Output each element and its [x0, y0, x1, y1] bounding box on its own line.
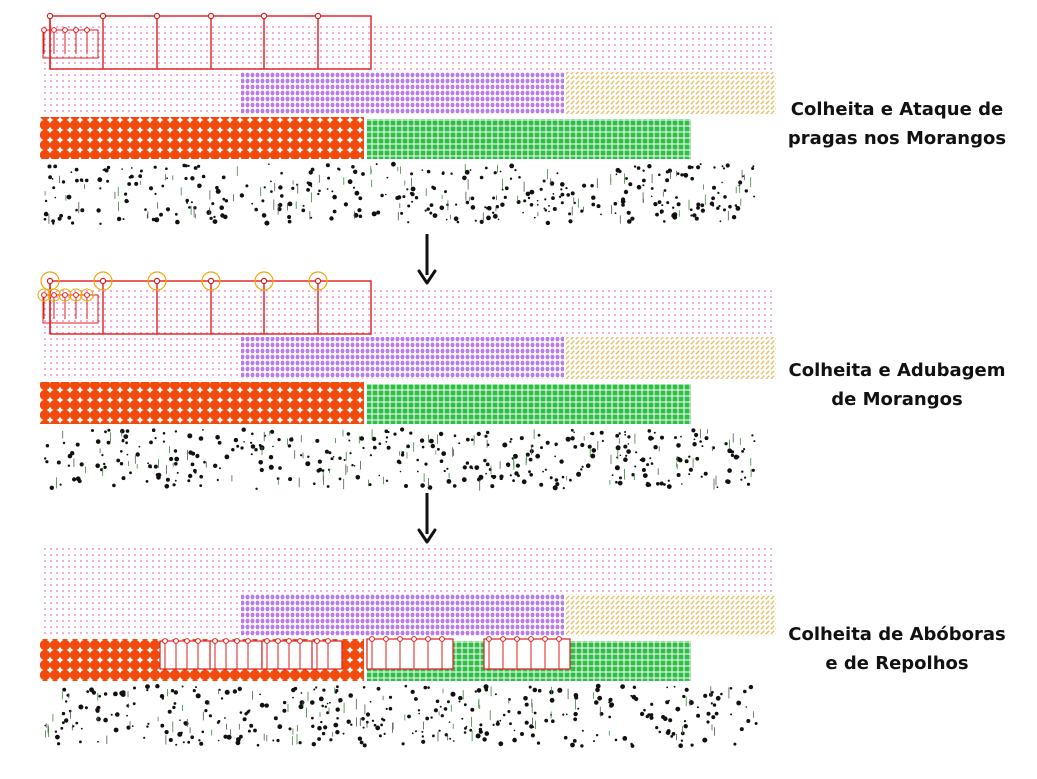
harvester-icon	[483, 636, 571, 670]
stage-label-3: Colheita de Abóboras e de Repolhos	[777, 620, 1017, 678]
soil-row	[44, 683, 758, 748]
pest-circle-icon	[308, 271, 328, 291]
pest-circle-icon	[201, 271, 221, 291]
lavender-field	[241, 594, 564, 636]
lavender-field	[241, 337, 564, 379]
soil-row	[44, 427, 756, 491]
wheat-field	[566, 337, 776, 379]
cabbage-field	[367, 384, 691, 424]
harvester-icon	[209, 638, 263, 670]
stage-3	[40, 547, 776, 748]
stage-label-1-line1: Colheita e Ataque de	[790, 99, 1004, 120]
cabbage-field	[367, 119, 691, 159]
stage-2	[37, 271, 776, 491]
stage-label-1: Colheita e Ataque de pragas nos Morangos	[777, 95, 1017, 153]
wheat-field	[566, 72, 776, 114]
strawberry-field-mid	[43, 335, 241, 379]
pumpkin-field	[40, 382, 364, 424]
strawberry-field-top	[43, 547, 775, 592]
lavender-field	[241, 72, 564, 114]
stage-label-2-line2: de Morangos	[831, 389, 963, 410]
harvester-icon	[261, 638, 315, 670]
harvester-icon	[37, 271, 372, 335]
stage-1	[40, 12, 776, 226]
stage-label-1-line2: pragas nos Morangos	[787, 128, 1007, 149]
harvester-icon	[366, 636, 454, 670]
arrow-down-icon	[417, 493, 437, 544]
strawberry-field-mid	[43, 70, 241, 114]
stage-label-2-line1: Colheita e Adubagem	[788, 360, 1006, 381]
strawberry-field-top	[43, 25, 775, 70]
harvester-icon	[41, 12, 372, 70]
harvester-icon	[311, 638, 343, 670]
pest-circle-icon	[93, 271, 113, 291]
pest-circle-icon	[147, 271, 167, 291]
stage-label-2: Colheita e Adubagem de Morangos	[777, 356, 1017, 414]
pest-circle-icon	[254, 271, 274, 291]
stage-label-3-line1: Colheita de Abóboras	[788, 624, 1006, 645]
strawberry-field-mid	[43, 592, 241, 636]
wheat-field	[566, 594, 776, 636]
soil-row	[43, 161, 756, 226]
strawberry-field-top	[43, 290, 775, 335]
pumpkin-field	[40, 117, 364, 159]
harvester-icon	[159, 638, 213, 670]
stage-label-3-line2: e de Repolhos	[825, 653, 969, 674]
arrow-down-icon	[417, 234, 437, 285]
